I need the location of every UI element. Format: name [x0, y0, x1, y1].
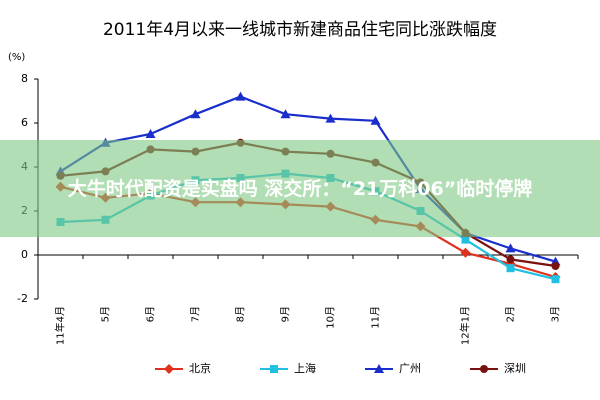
banner-text: 大牛时代配资是实盘吗 深交所：“21万科06”临时停牌 — [67, 177, 533, 200]
x-tick-label: 8月 — [235, 306, 247, 322]
legend-label: 广州 — [399, 362, 421, 375]
y-axis-label: (%) — [8, 52, 25, 63]
point — [325, 113, 336, 123]
point — [506, 264, 515, 273]
point — [280, 109, 291, 119]
legend-label: 上海 — [294, 361, 316, 375]
x-tick-label: 2月 — [505, 306, 517, 322]
legend-label: 北京 — [189, 361, 211, 375]
point — [506, 255, 515, 264]
banner: 大牛时代配资是实盘吗 深交所：“21万科06”临时停牌 — [0, 140, 600, 237]
x-tick-label: 10月 — [325, 306, 337, 329]
legend-label: 深圳 — [504, 362, 526, 375]
chart-title: 2011年4月以来一线城市新建商品住宅同比涨跌幅度 — [103, 20, 497, 40]
x-tick-label: 3月 — [550, 306, 562, 322]
y-tick-label: 6 — [21, 116, 28, 129]
x-tick-label: 9月 — [280, 306, 292, 322]
legend-marker — [270, 365, 278, 373]
x-tick-label: 7月 — [190, 306, 202, 322]
legend-marker — [374, 364, 384, 373]
point — [190, 109, 201, 119]
point — [551, 275, 560, 284]
point — [235, 91, 246, 101]
point — [551, 262, 560, 270]
legend-marker — [164, 364, 174, 374]
y-tick-label: 8 — [21, 72, 28, 85]
point — [461, 235, 470, 244]
legend-marker — [480, 365, 488, 373]
x-tick-label: 5月 — [100, 306, 112, 322]
point — [505, 243, 516, 253]
x-tick-label: 12年1月 — [459, 306, 472, 345]
x-tick-label: 11年4月 — [54, 306, 67, 345]
x-tick-label: 11月 — [370, 306, 382, 329]
point — [370, 115, 381, 125]
y-tick-label: 0 — [21, 248, 28, 261]
point — [460, 247, 471, 258]
x-tick-label: 6月 — [145, 306, 157, 322]
point — [145, 129, 156, 138]
y-tick-label: -2 — [17, 292, 28, 305]
